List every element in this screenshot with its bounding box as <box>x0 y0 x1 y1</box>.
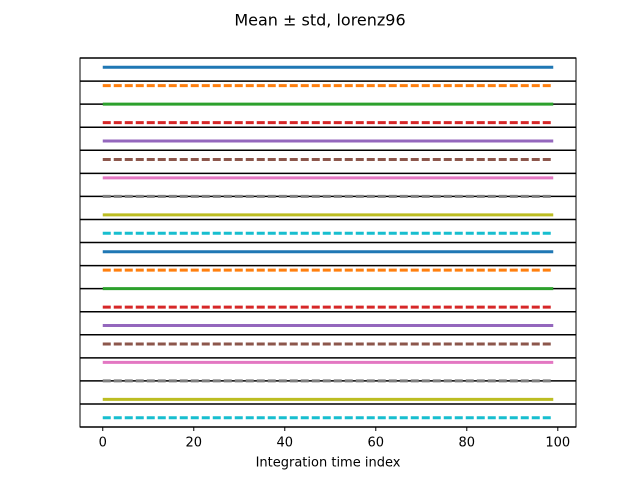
chart-title: Mean ± std, lorenz96 <box>234 11 405 30</box>
x-tick-label: 100 <box>545 436 570 451</box>
x-axis-label: Integration time index <box>256 456 401 471</box>
x-tick-label: 60 <box>368 436 385 451</box>
x-tick-label: 20 <box>185 436 202 451</box>
x-tick-label: 0 <box>99 436 107 451</box>
x-tick-label: 40 <box>276 436 293 451</box>
x-tick-label: 80 <box>459 436 476 451</box>
plot-frame <box>79 57 577 428</box>
